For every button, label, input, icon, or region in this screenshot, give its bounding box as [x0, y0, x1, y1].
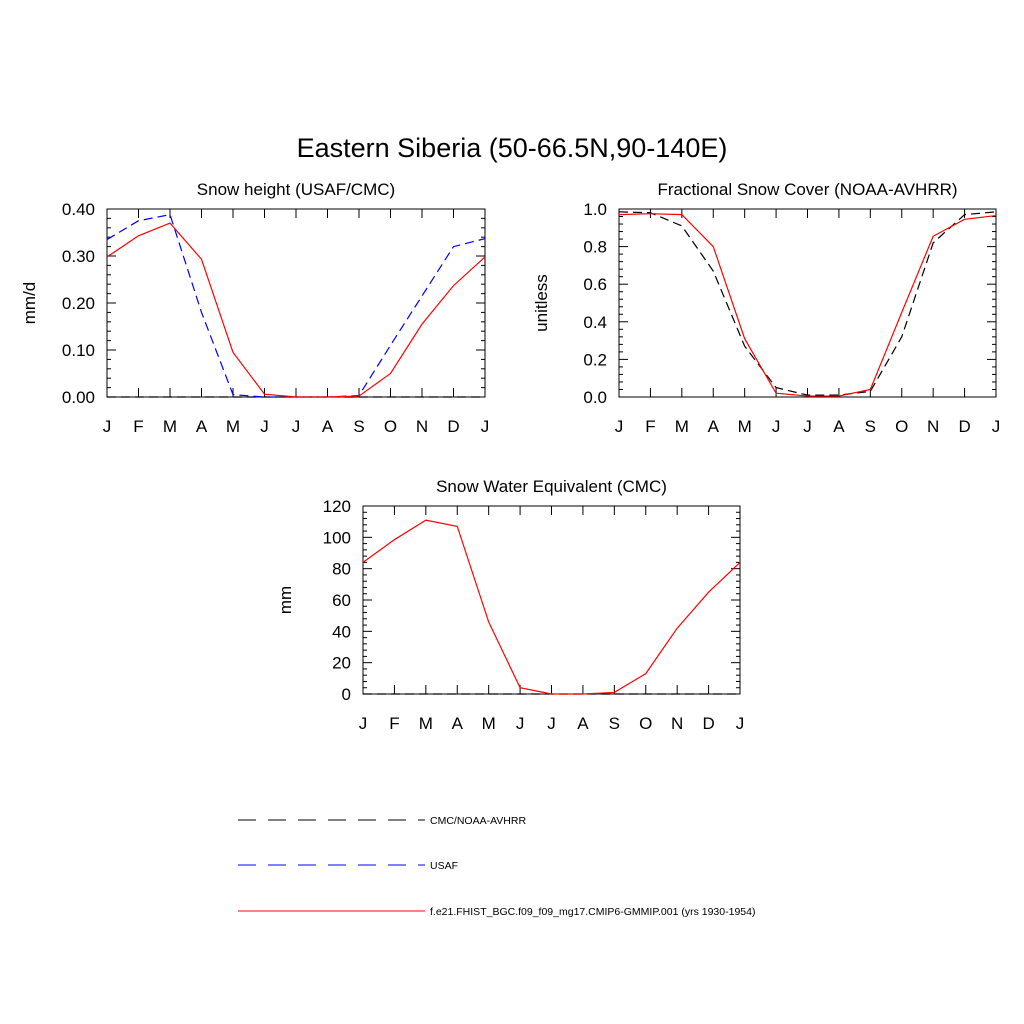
- y-tick-label: 0.00: [62, 388, 95, 407]
- x-tick-label: J: [516, 714, 525, 733]
- y-tick-label: 0.0: [583, 388, 607, 407]
- y-tick-label: 0.8: [583, 238, 607, 257]
- x-tick-label: A: [452, 714, 464, 733]
- x-tick-label: J: [103, 417, 112, 436]
- x-tick-label: J: [615, 417, 624, 436]
- figure-title: Eastern Siberia (50-66.5N,90-140E): [297, 133, 728, 163]
- y-tick-label: 0.2: [583, 350, 607, 369]
- y-tick-label: 60: [332, 591, 351, 610]
- chart-panel-3: Snow Water Equivalent (CMC) mm 0 20 40 60 80 10…: [276, 477, 744, 733]
- y-tick-label: 0.4: [583, 313, 607, 332]
- x-tick-label: J: [992, 417, 1001, 436]
- x-tick-label: D: [958, 417, 970, 436]
- panel-title: Fractional Snow Cover (NOAA-AVHRR): [657, 180, 957, 199]
- x-tick-label: A: [833, 417, 845, 436]
- x-tick-label: F: [133, 417, 143, 436]
- y-tick-label: 0.10: [62, 341, 95, 360]
- x-tick-label: A: [196, 417, 208, 436]
- series-line-model: [618, 213, 997, 397]
- x-tick-label: S: [865, 417, 876, 436]
- series-line-usaf: [106, 213, 486, 398]
- x-tick-label: O: [384, 417, 397, 436]
- x-tick-label: S: [609, 714, 620, 733]
- y-tick-label: 20: [332, 654, 351, 673]
- legend: CMC/NOAA-AVHRR USAF f.e21.FHIST_BGC.f09_f0…: [238, 815, 755, 918]
- y-axis-label: mm/d: [20, 282, 39, 325]
- y-tick-label: 0.6: [583, 275, 607, 294]
- y-axis-label: unitless: [532, 274, 551, 332]
- x-tick-label: O: [895, 417, 908, 436]
- y-tick-label: 0: [342, 685, 351, 704]
- x-tick-label: S: [353, 417, 364, 436]
- x-tick-label: M: [226, 417, 240, 436]
- x-tick-label: M: [419, 714, 433, 733]
- y-tick-label: 0.20: [62, 294, 95, 313]
- x-tick-label: J: [359, 714, 368, 733]
- legend-label: CMC/NOAA-AVHRR: [430, 815, 526, 827]
- x-tick-label: D: [447, 417, 459, 436]
- y-tick-label: 80: [332, 560, 351, 579]
- x-tick-label: J: [547, 714, 556, 733]
- x-tick-label: M: [482, 714, 496, 733]
- x-tick-label: A: [322, 417, 334, 436]
- chart-panel-1: Snow height (USAF/CMC) mm/d 0.00 0.10 0.20 0.…: [20, 180, 489, 436]
- x-tick-label: J: [481, 417, 490, 436]
- y-tick-label: 1.0: [583, 200, 607, 219]
- chart-panel-2: Fractional Snow Cover (NOAA-AVHRR) unitle…: [532, 180, 1000, 436]
- x-tick-label: J: [736, 714, 745, 733]
- x-tick-label: A: [577, 714, 589, 733]
- chart-panels: Snow height (USAF/CMC)mm/d0.000.100.200.…: [20, 180, 1000, 733]
- y-tick-label: 100: [323, 528, 351, 547]
- y-tick-label: 0.30: [62, 247, 95, 266]
- x-tick-label: J: [260, 417, 269, 436]
- x-tick-label: N: [416, 417, 428, 436]
- series-line-model: [106, 222, 486, 398]
- series-line-model: [362, 519, 741, 695]
- x-tick-label: M: [675, 417, 689, 436]
- x-tick-label: N: [671, 714, 683, 733]
- x-tick-label: J: [803, 417, 812, 436]
- panel-title: Snow Water Equivalent (CMC): [436, 477, 667, 496]
- y-tick-label: 0.40: [62, 200, 95, 219]
- x-tick-label: F: [645, 417, 655, 436]
- x-tick-label: O: [639, 714, 652, 733]
- x-tick-label: N: [927, 417, 939, 436]
- x-tick-label: D: [702, 714, 714, 733]
- legend-label: USAF: [430, 860, 458, 872]
- panel-title: Snow height (USAF/CMC): [197, 180, 395, 199]
- series-line-obs: [618, 211, 997, 396]
- x-tick-label: M: [738, 417, 752, 436]
- x-tick-label: M: [163, 417, 177, 436]
- plot-frame: [106, 208, 486, 398]
- legend-label: f.e21.FHIST_BGC.f09_f09_mg17.CMIP6-GMMIP…: [430, 906, 755, 918]
- x-tick-label: J: [292, 417, 301, 436]
- x-tick-label: F: [389, 714, 399, 733]
- y-axis-label: mm: [276, 586, 295, 614]
- x-tick-label: J: [772, 417, 781, 436]
- plot-frame: [362, 505, 741, 695]
- y-tick-label: 120: [323, 497, 351, 516]
- x-tick-label: A: [708, 417, 720, 436]
- y-tick-label: 40: [332, 622, 351, 641]
